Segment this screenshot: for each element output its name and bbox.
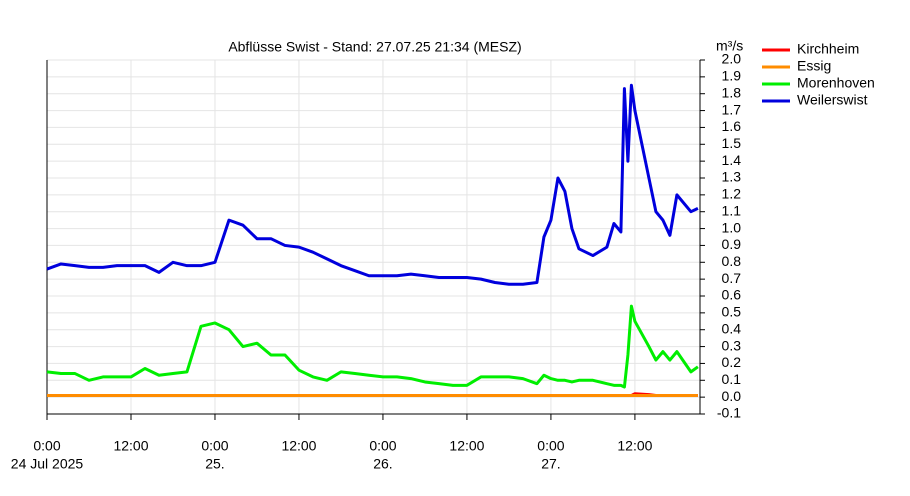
y-tick-label: 2.0	[722, 51, 742, 67]
y-tick-label: 0.9	[722, 236, 742, 252]
x-tick-label: 0:00	[201, 438, 228, 454]
series-line	[46, 83, 699, 286]
x-date-label: 25.	[205, 456, 224, 472]
y-tick-label: 1.4	[722, 152, 742, 168]
x-tick-label: 12:00	[281, 438, 316, 454]
x-date-label: 26.	[373, 456, 392, 472]
series-line	[46, 304, 699, 389]
y-tick-label: 0.4	[722, 320, 742, 336]
y-tick-label: 0.5	[722, 304, 742, 320]
legend-label: Weilerswist	[797, 92, 868, 108]
y-tick-label: 0.2	[722, 354, 742, 370]
y-axis-unit: m³/s	[716, 38, 743, 54]
y-tick-label: 1.7	[722, 101, 742, 117]
y-tick-label: 1.2	[722, 186, 742, 202]
y-tick-label: 1.1	[722, 202, 742, 218]
y-tick-label: 0.1	[722, 371, 742, 387]
legend-label: Essig	[797, 58, 831, 74]
y-tick-label: -0.1	[717, 405, 741, 421]
y-tick-label: 0.7	[722, 270, 742, 286]
x-tick-label: 12:00	[449, 438, 484, 454]
y-tick-label: 1.8	[722, 84, 742, 100]
y-tick-label: 1.9	[722, 68, 742, 84]
x-tick-label: 0:00	[369, 438, 396, 454]
x-date-label: 24 Jul 2025	[11, 456, 84, 472]
x-tick-label: 0:00	[537, 438, 564, 454]
y-tick-label: 0.8	[722, 253, 742, 269]
x-date-label: 27.	[541, 456, 560, 472]
x-tick-label: 0:00	[33, 438, 60, 454]
legend-label: Morenhoven	[797, 75, 875, 91]
chart-title: Abflüsse Swist - Stand: 27.07.25 21:34 (…	[228, 39, 521, 55]
y-tick-label: 1.6	[722, 118, 742, 134]
y-tick-label: 0.6	[722, 287, 742, 303]
x-tick-label: 12:00	[113, 438, 148, 454]
y-tick-label: 1.3	[722, 169, 742, 185]
y-tick-label: 0.3	[722, 337, 742, 353]
plot-frame	[46, 60, 701, 415]
legend-label: Kirchheim	[797, 41, 859, 57]
x-tick-label: 12:00	[617, 438, 652, 454]
y-tick-label: 1.0	[722, 219, 742, 235]
y-tick-label: 0.0	[722, 388, 742, 404]
y-tick-label: 1.5	[722, 135, 742, 151]
